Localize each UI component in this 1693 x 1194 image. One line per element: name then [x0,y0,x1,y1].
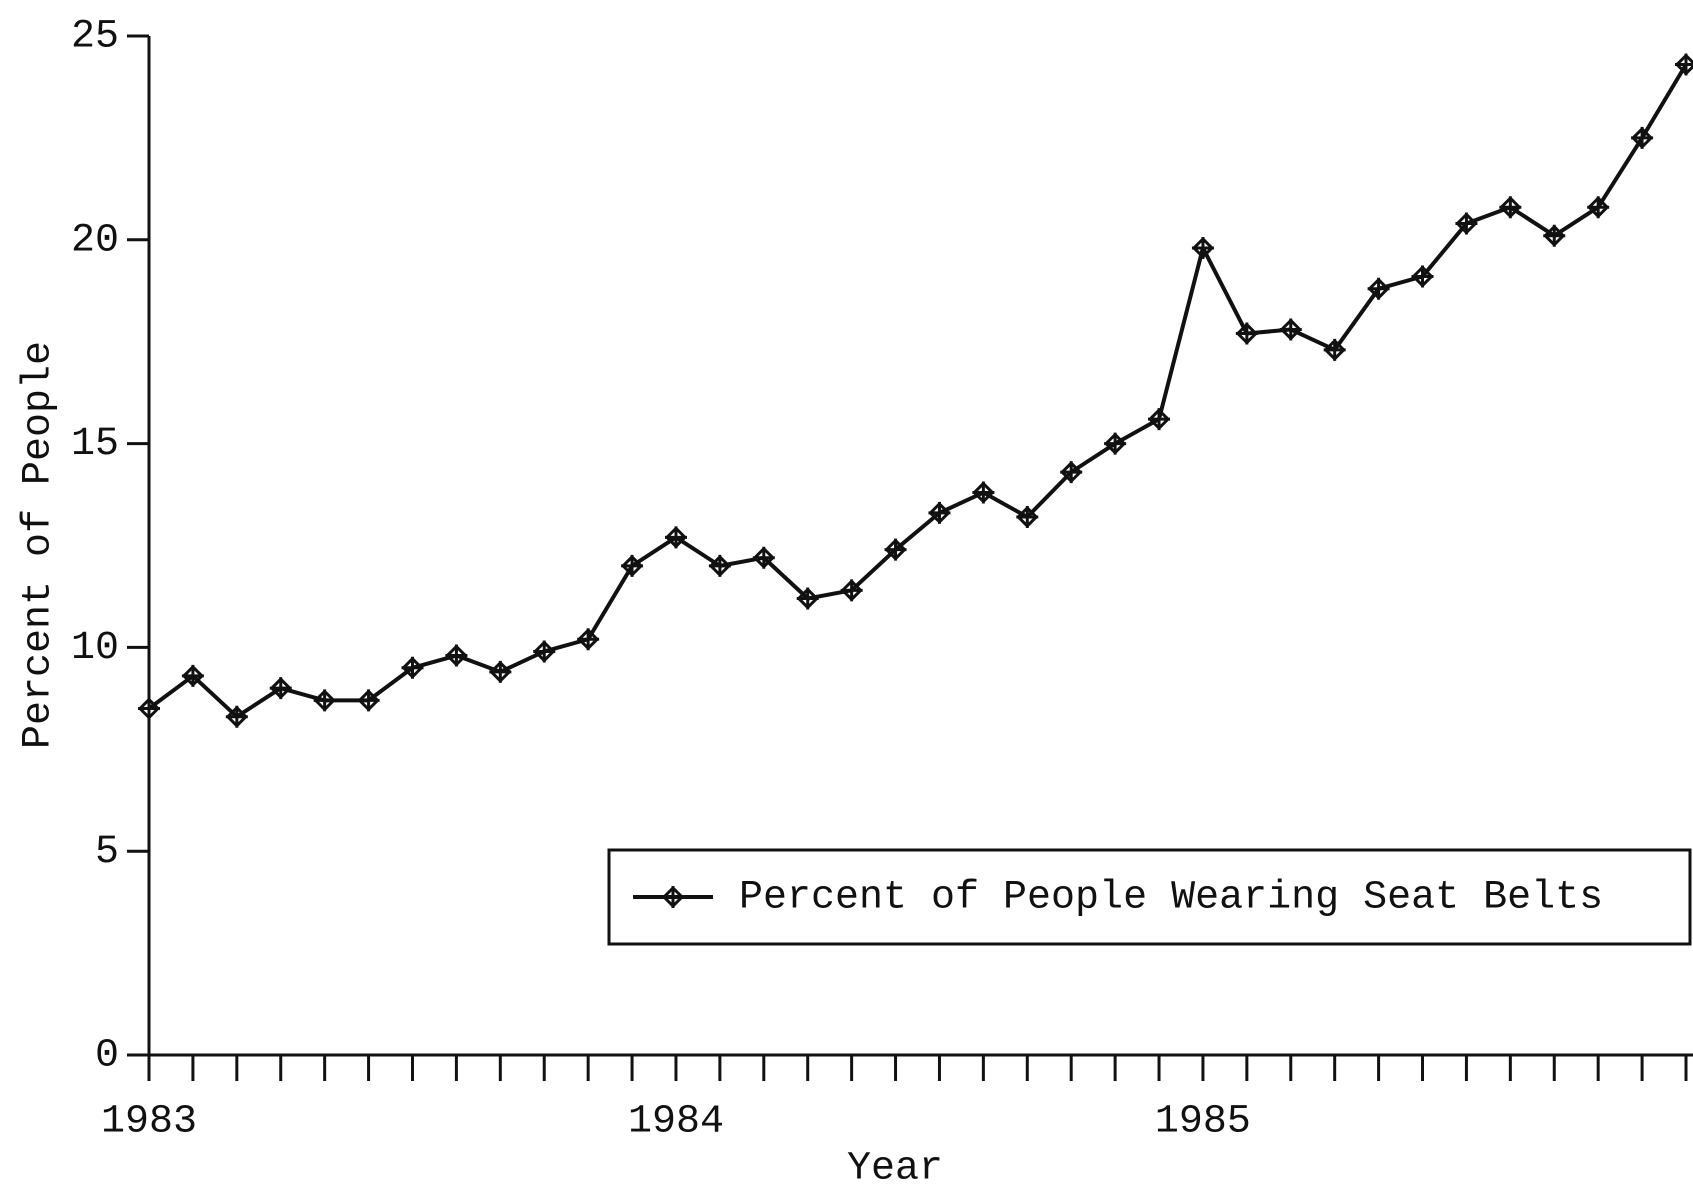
data-point [1543,224,1566,247]
data-point [577,628,600,651]
data-point [489,660,512,683]
data-point [1455,212,1478,235]
data-point [620,554,644,578]
y-tick-label: 10 [71,626,119,671]
data-point [1674,53,1693,76]
y-tick-label: 5 [95,830,119,875]
data-point [884,538,907,561]
data-point [401,656,424,679]
x-tick-label: 1983 [101,1100,197,1145]
data-point [840,579,863,602]
legend-marker [661,885,685,909]
data-point [1147,408,1171,431]
data-point [225,705,248,728]
legend-box [607,848,1692,946]
legend-label: Percent of People Wearing Seat Belts [739,876,1603,921]
data-point [796,587,819,610]
data-point [972,481,995,504]
y-tick-label: 0 [95,1034,119,1079]
y-tick-label: 25 [71,15,119,60]
data-point [1630,126,1654,150]
data-point [445,644,468,667]
y-axis-label: Percent of People [17,341,62,749]
data-point [269,677,292,700]
data-point [1016,505,1039,529]
data-point [1587,196,1610,219]
data-point [752,546,775,569]
data-point [1191,236,1215,260]
data-point [1235,322,1258,345]
data-point [928,501,951,525]
data-point [1411,265,1434,288]
data-point [533,640,556,663]
y-tick-label: 20 [71,218,119,263]
data-point [1279,318,1302,341]
data-point [1060,461,1083,484]
x-tick-label: 1984 [628,1100,724,1145]
data-point [357,689,380,712]
data-point [1499,196,1522,219]
data-point [1367,277,1390,300]
data-point [664,526,688,549]
data-line [147,63,1688,719]
data-point [1323,338,1346,361]
data-point [1103,432,1127,455]
x-tick-label: 1985 [1155,1100,1251,1145]
data-point [708,554,732,578]
y-tick-label: 15 [71,422,119,467]
x-axis-label: Year [847,1147,943,1192]
data-point [181,664,205,688]
data-point [137,697,161,720]
data-point [313,689,336,712]
